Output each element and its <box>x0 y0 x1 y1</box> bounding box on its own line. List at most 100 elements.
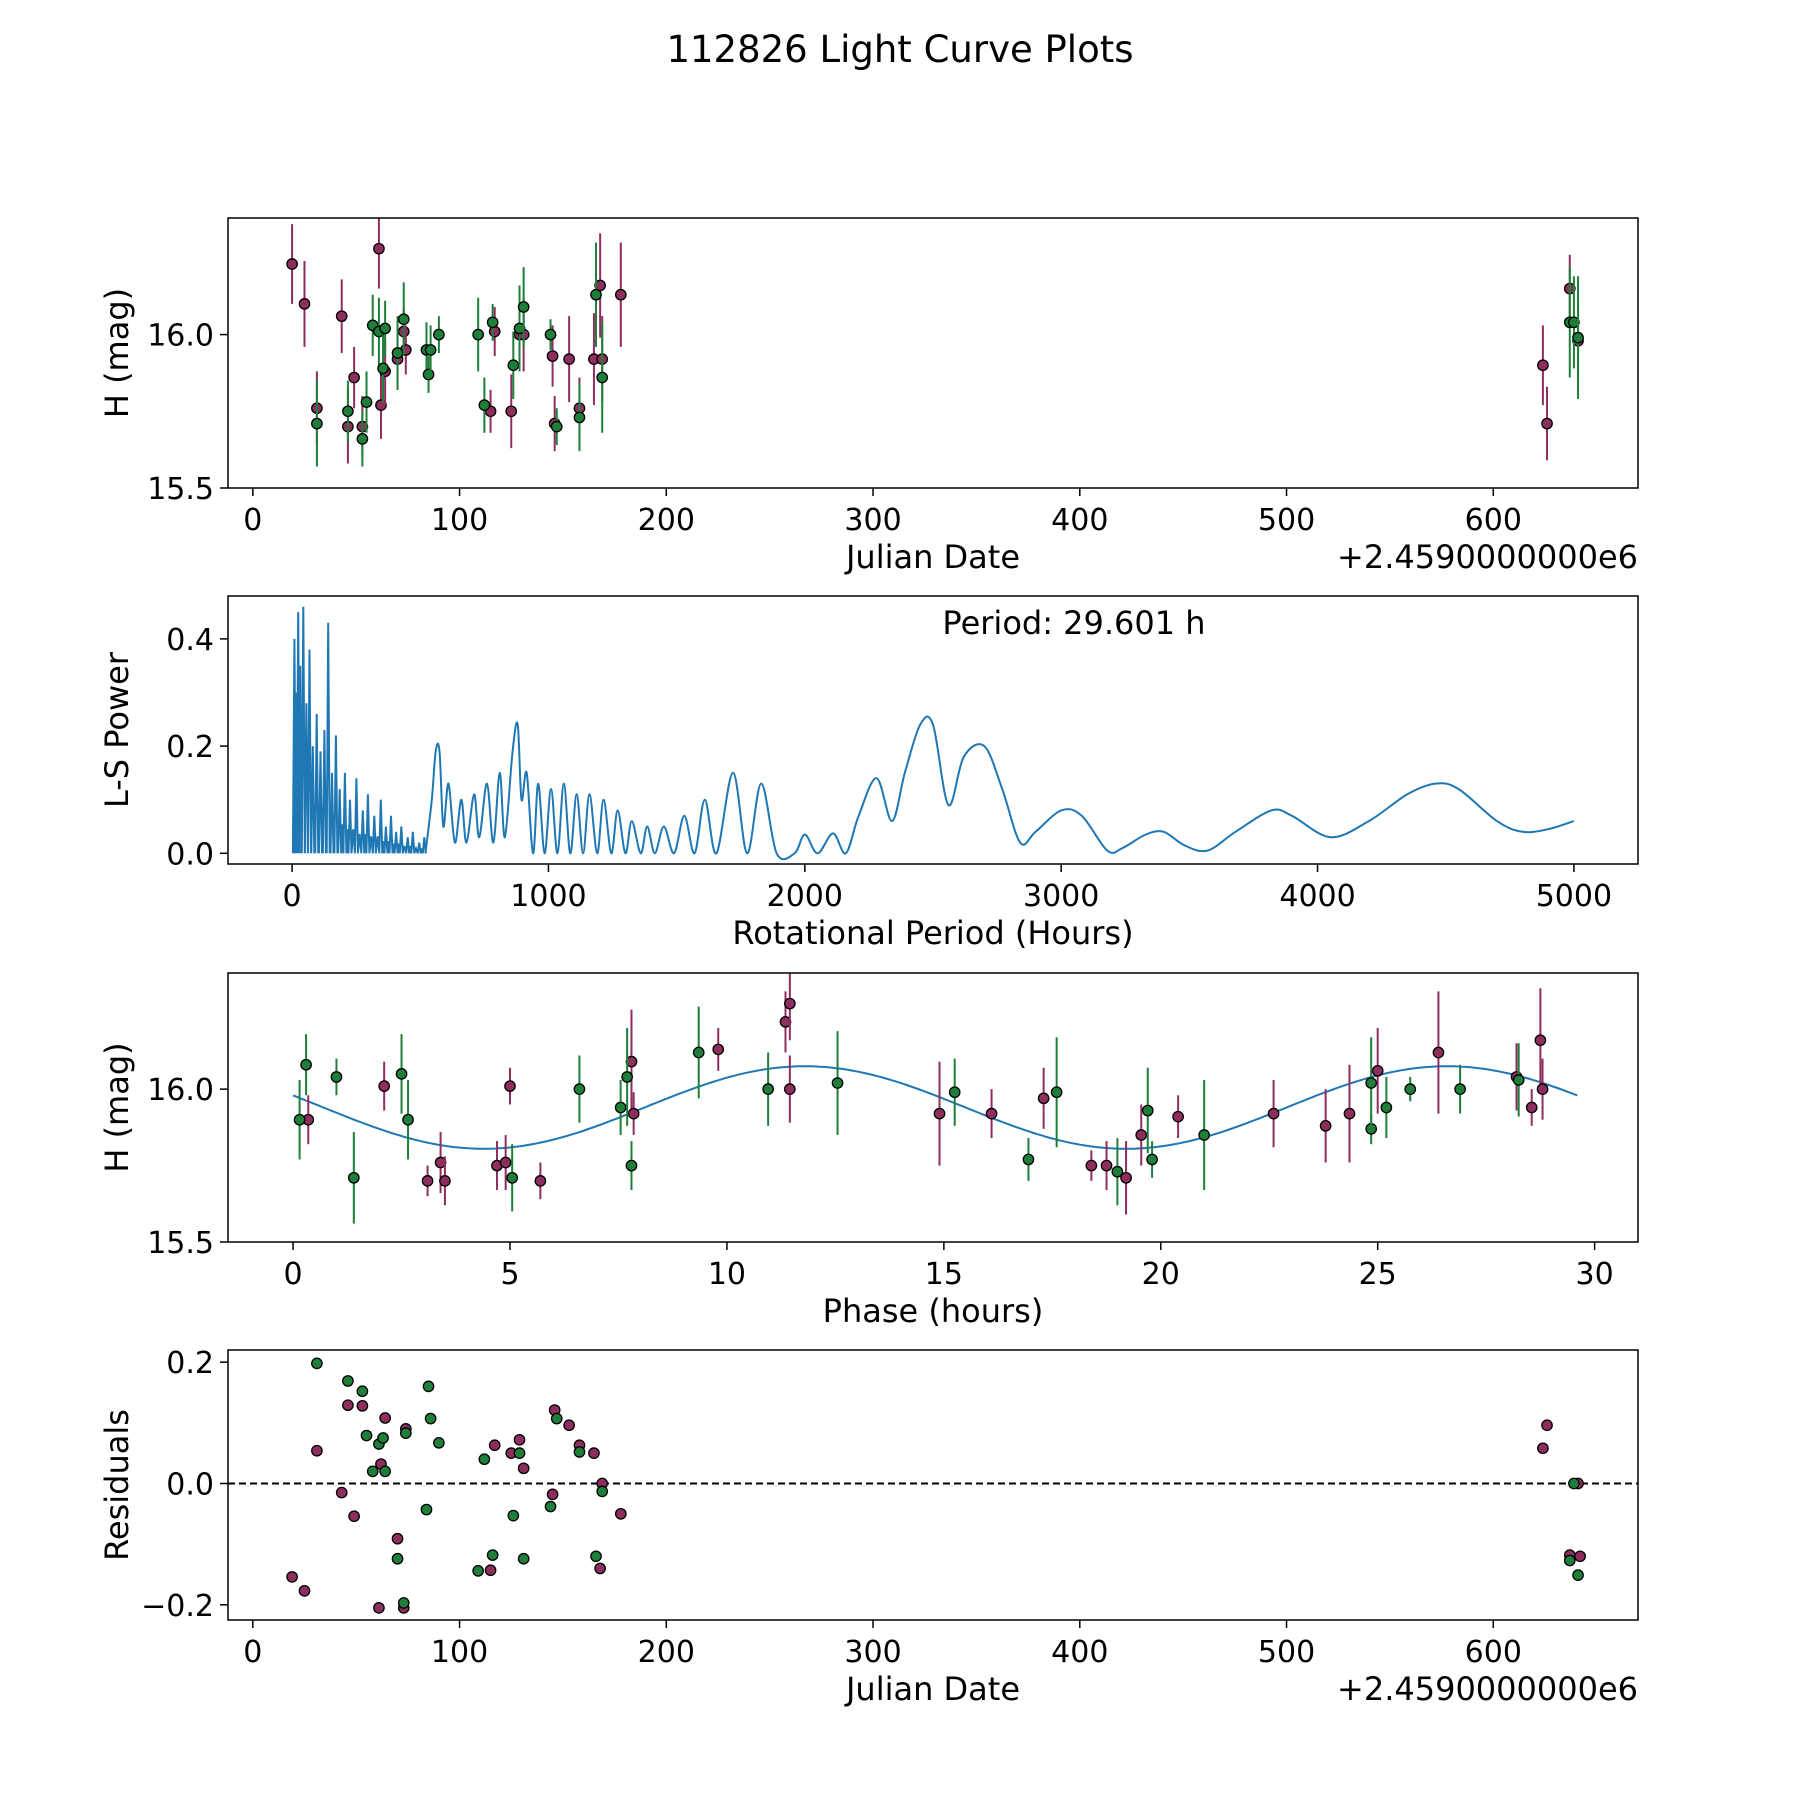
y-tick-label: −0.2 <box>141 1589 214 1624</box>
data-point <box>378 1080 391 1092</box>
axes-frame <box>227 217 1639 489</box>
data-point <box>1085 1159 1098 1172</box>
data-point <box>507 359 520 372</box>
data-point <box>1371 1064 1384 1077</box>
periodogram-spikes <box>291 606 427 854</box>
data-point <box>379 1465 391 1478</box>
axes-frame <box>227 1349 1639 1621</box>
data-point <box>286 258 298 270</box>
x-tick-label: 300 <box>844 1635 901 1670</box>
data-point <box>424 344 437 356</box>
data-point <box>1267 1107 1280 1120</box>
data-point <box>1404 1083 1417 1096</box>
series-green <box>311 242 1584 467</box>
data-point <box>391 1552 404 1565</box>
y-axis-label: Residuals <box>98 1409 136 1561</box>
data-point <box>335 310 348 323</box>
data-point <box>621 1071 633 1083</box>
data-point <box>356 1399 369 1412</box>
data-point <box>397 313 410 326</box>
data-point <box>534 1175 547 1187</box>
x-offset-label: +2.4590000000e6 <box>1337 538 1638 576</box>
data-point <box>1536 1083 1549 1096</box>
data-point <box>379 1412 391 1424</box>
data-point <box>596 371 609 384</box>
x-tick-label: 600 <box>1465 503 1522 538</box>
data-point <box>293 1113 306 1126</box>
data-point <box>1120 1171 1132 1184</box>
data-point <box>517 1462 530 1475</box>
data-point <box>1135 1129 1148 1141</box>
y-axis-label: H (mag) <box>98 288 136 418</box>
series-green <box>311 1357 1584 1609</box>
x-axis-label: Rotational Period (Hours) <box>732 914 1133 952</box>
data-point <box>356 433 369 445</box>
data-point <box>1172 1110 1184 1123</box>
data-point <box>1050 1086 1063 1099</box>
data-point <box>472 1565 485 1577</box>
plot-area <box>286 218 1584 467</box>
data-point <box>395 1068 408 1080</box>
x-tick-label: 0 <box>283 879 302 914</box>
data-point <box>506 1171 519 1184</box>
data-point <box>1512 1074 1525 1086</box>
data-point <box>513 1447 526 1459</box>
x-tick-label: 100 <box>431 503 488 538</box>
data-point <box>1146 1153 1158 1166</box>
x-tick-label: 400 <box>1051 503 1108 538</box>
data-point <box>831 1077 844 1089</box>
y-tick-label: 16.0 <box>147 319 214 354</box>
data-point <box>1525 1101 1538 1114</box>
data-point <box>1541 1419 1553 1432</box>
x-tick-label: 400 <box>1051 1635 1108 1670</box>
data-point <box>377 1432 389 1444</box>
y-tick-label: 0.2 <box>166 730 214 765</box>
x-tick-label: 500 <box>1258 503 1315 538</box>
y-tick-label: 0.0 <box>166 837 214 872</box>
data-point <box>563 1419 575 1432</box>
y-tick-label: 0.4 <box>166 623 214 658</box>
axes-frame <box>227 595 1639 865</box>
data-point <box>348 1510 360 1523</box>
sinusoid-fit-line <box>292 1065 1578 1150</box>
data-point <box>1563 1554 1576 1567</box>
data-point <box>433 328 445 341</box>
data-point <box>311 1357 323 1370</box>
data-point <box>356 1385 369 1398</box>
data-point <box>505 405 518 418</box>
data-point <box>933 1107 946 1120</box>
data-point <box>391 347 404 359</box>
x-tick-label: 200 <box>638 1635 695 1670</box>
y-axis-label: H (mag) <box>98 1042 136 1172</box>
data-point <box>1534 1034 1547 1047</box>
data-point <box>517 1552 530 1565</box>
data-point <box>433 1436 445 1449</box>
data-point <box>550 1412 563 1425</box>
data-point <box>590 1550 602 1563</box>
x-axis-label: Julian Date <box>844 1670 1020 1708</box>
plot-area <box>291 606 1575 861</box>
data-point <box>422 1380 435 1393</box>
data-point <box>286 1571 298 1583</box>
panel-phase-fold: 0 5 10 15 20 25 30 15.5 16.0 Phase (hours) H (mag) <box>98 972 1639 1330</box>
period-annotation: Period: 29.601 h <box>942 604 1205 642</box>
data-point <box>486 316 499 329</box>
data-point <box>420 1503 433 1516</box>
data-point <box>1537 1442 1549 1455</box>
x-tick-label: 600 <box>1465 1635 1522 1670</box>
data-point <box>300 1058 312 1071</box>
data-point <box>1343 1107 1356 1120</box>
data-point <box>614 1101 627 1114</box>
x-tick-label: 10 <box>708 1257 746 1292</box>
x-tick-label: 5000 <box>1536 879 1612 914</box>
data-point <box>783 997 796 1010</box>
data-point <box>478 1453 491 1466</box>
x-tick-label: 30 <box>1576 1257 1614 1292</box>
y-tick-label: 0.0 <box>166 1467 214 1502</box>
data-point <box>1100 1159 1113 1172</box>
data-point <box>1572 1569 1584 1581</box>
data-point <box>544 328 557 341</box>
data-point <box>563 353 575 365</box>
data-point <box>373 242 385 255</box>
data-point <box>484 1564 497 1577</box>
